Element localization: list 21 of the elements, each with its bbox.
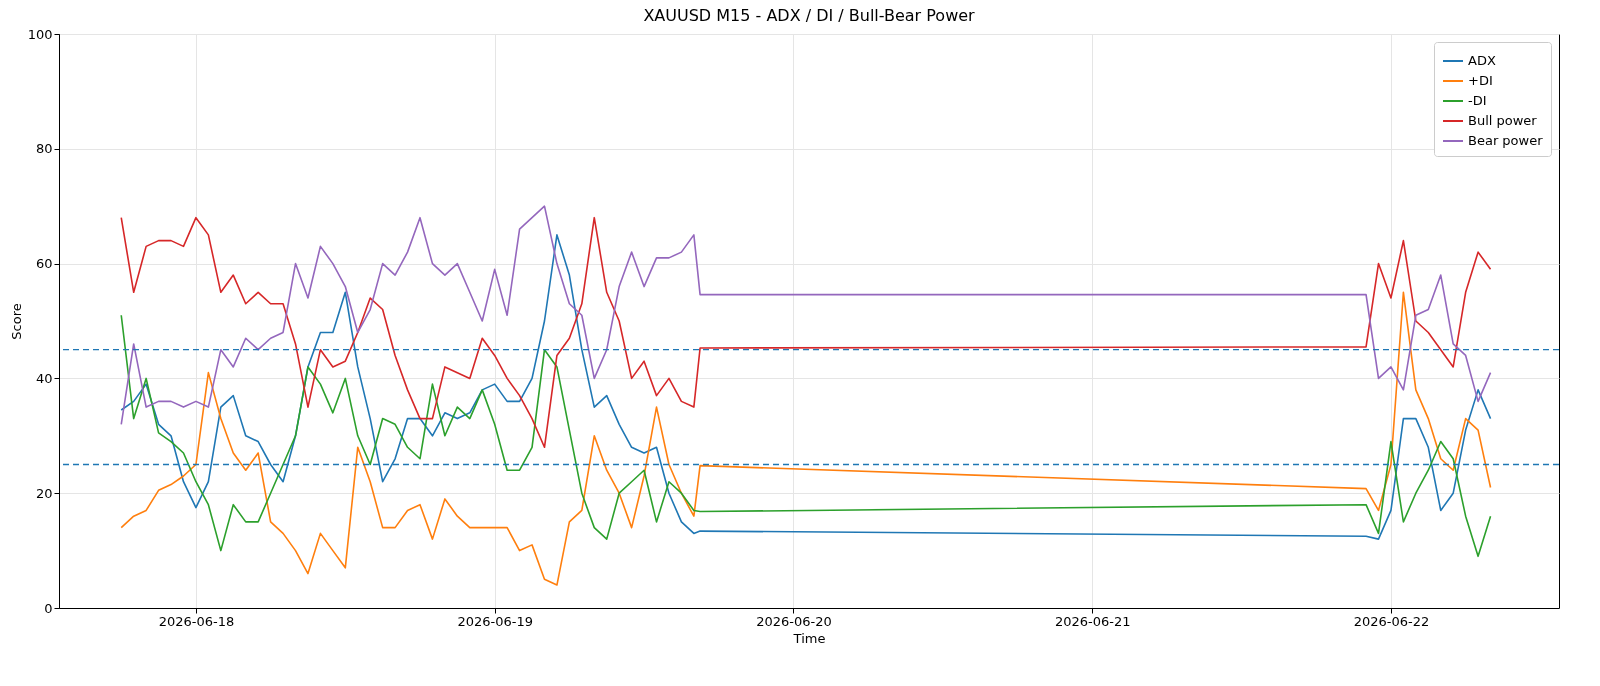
- x-tick-label: 2026-06-19: [457, 613, 533, 629]
- y-axis-title: Score: [8, 303, 24, 340]
- x-tick-label: 2026-06-18: [158, 613, 235, 629]
- x-axis-title: Time: [792, 630, 826, 646]
- legend-label: +DI: [1468, 73, 1493, 88]
- y-tick-label: 0: [44, 600, 53, 616]
- y-tick-label: 20: [35, 485, 53, 501]
- line-series: [120, 314, 1492, 558]
- y-tick-label: 80: [35, 141, 53, 157]
- x-tick-label: 2026-06-21: [1054, 613, 1131, 629]
- chart-title: XAUUSD M15 - ADX / DI / Bull-Bear Power: [643, 6, 976, 25]
- legend-label: ADX: [1468, 53, 1496, 68]
- x-tick-label: 2026-06-22: [1353, 613, 1430, 629]
- legend-label: Bear power: [1468, 133, 1544, 148]
- line-series: [120, 291, 1492, 586]
- y-tick-label: 60: [35, 256, 53, 272]
- y-tick-label: 40: [35, 370, 53, 386]
- x-tick-label: 2026-06-20: [756, 613, 832, 629]
- legend-label: -DI: [1468, 93, 1487, 108]
- y-tick-label: 100: [27, 26, 53, 42]
- legend-label: Bull power: [1468, 113, 1538, 128]
